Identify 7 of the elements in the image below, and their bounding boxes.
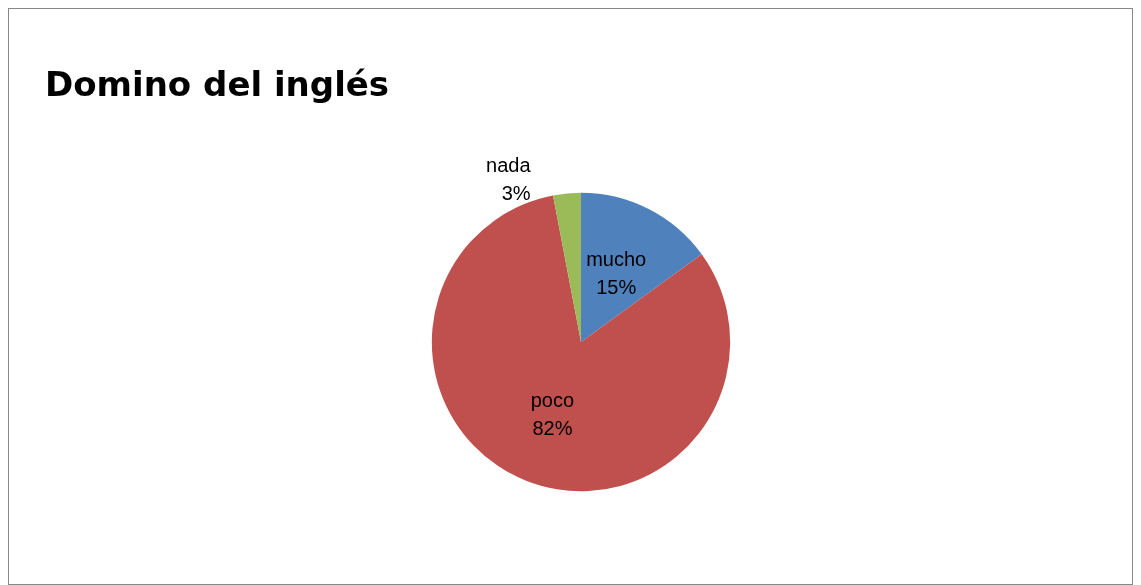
data-label: 15% <box>596 275 637 298</box>
chart-title: Domino del inglés <box>45 64 390 104</box>
data-label: 82% <box>532 417 573 440</box>
slice-label: mucho <box>586 247 647 270</box>
data-label: 3% <box>501 181 531 204</box>
slice-label: nada <box>486 153 532 176</box>
slice-label: poco <box>530 389 575 412</box>
